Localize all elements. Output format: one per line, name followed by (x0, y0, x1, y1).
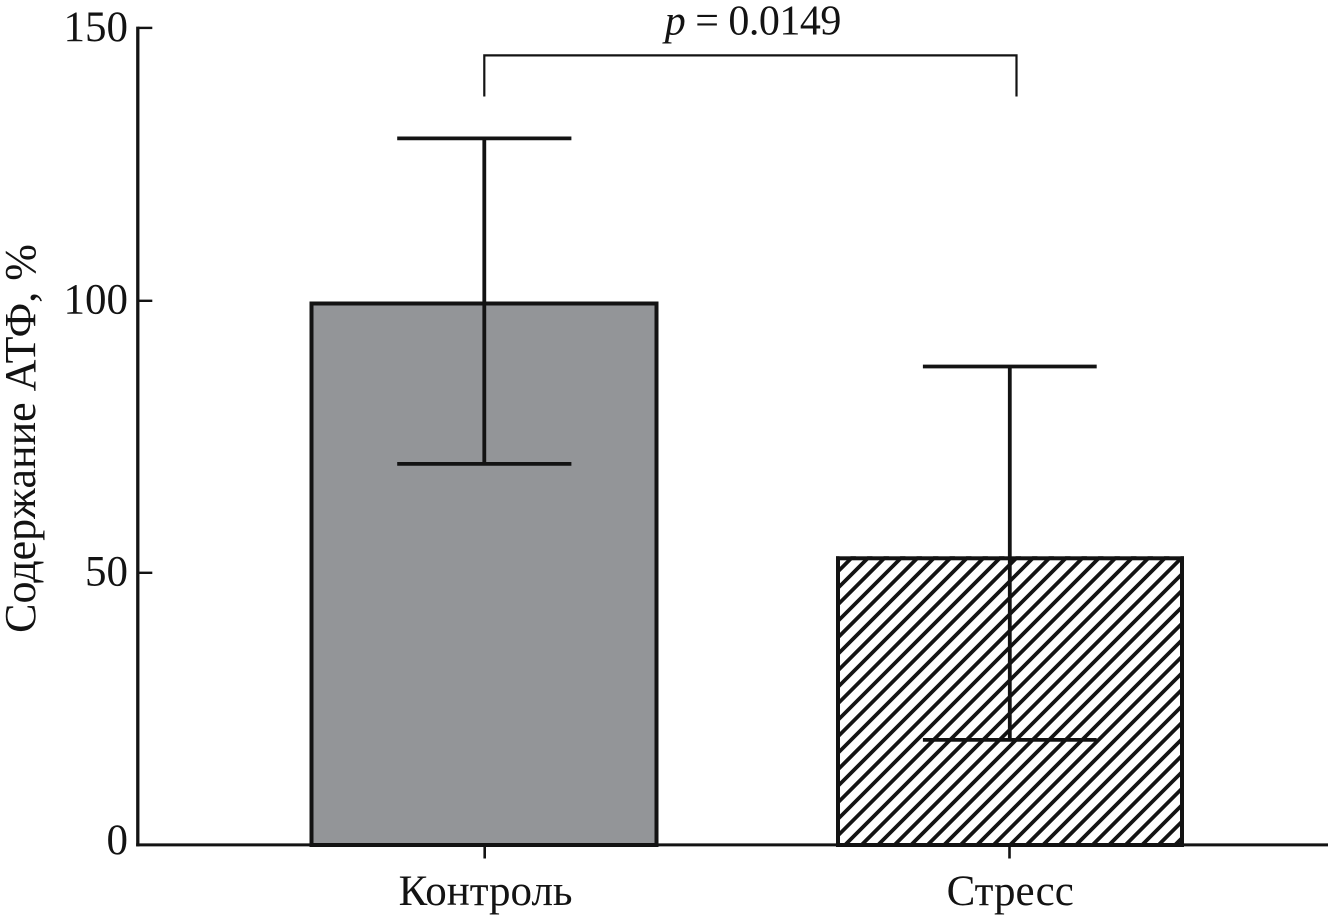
svg-text:150: 150 (64, 4, 129, 51)
svg-text:Контроль: Контроль (399, 868, 573, 915)
svg-text:Стресс: Стресс (947, 868, 1074, 915)
svg-text:Содержание АТФ, %: Содержание АТФ, % (0, 244, 45, 633)
svg-text:100: 100 (64, 276, 129, 323)
svg-text:p = 0.0149: p = 0.0149 (662, 0, 841, 45)
svg-text:50: 50 (85, 549, 128, 596)
svg-text:0: 0 (107, 817, 129, 864)
